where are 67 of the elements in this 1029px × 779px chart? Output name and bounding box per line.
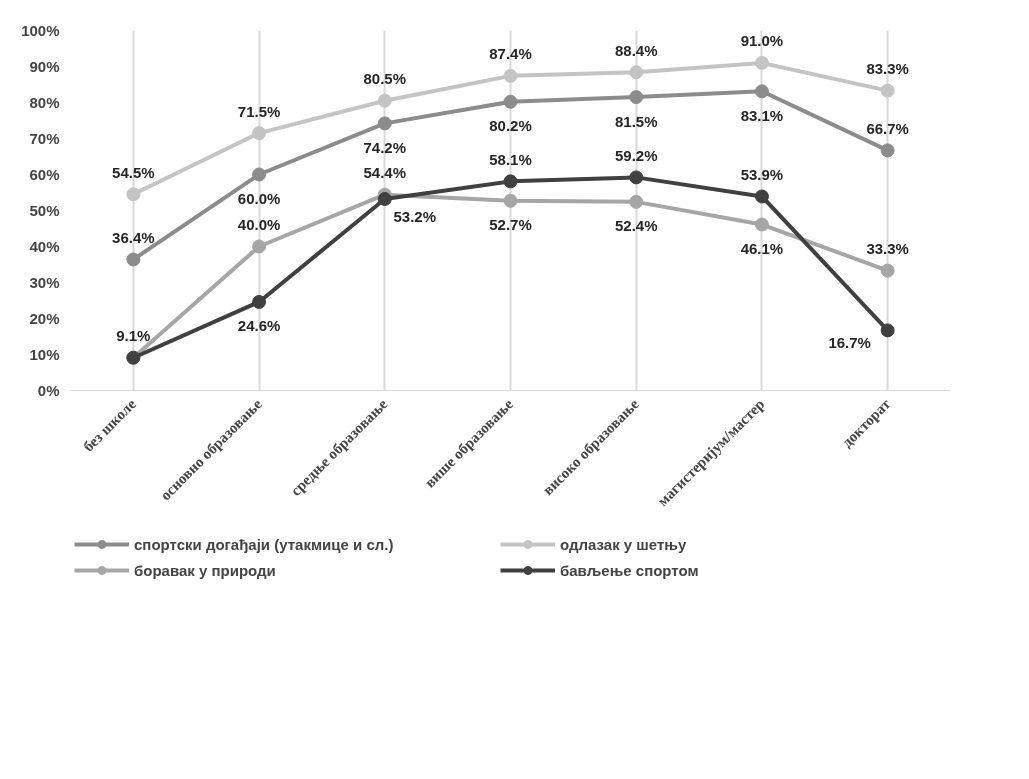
data-label: 58.1% [489, 150, 532, 168]
y-tick-label: 30% [29, 274, 60, 291]
data-label: 40.0% [237, 216, 281, 233]
data-label: 88.4% [614, 41, 658, 59]
data-label: 53.9% [740, 165, 784, 183]
point [754, 84, 769, 99]
y-tick-label: 90% [29, 58, 60, 75]
point [252, 294, 267, 309]
legend-label: бављење спортом [560, 561, 700, 579]
data-label: 81.5% [614, 112, 658, 130]
point [880, 83, 895, 98]
point [377, 191, 392, 206]
data-label: 71.5% [237, 102, 281, 120]
point [629, 65, 644, 80]
point [252, 239, 267, 254]
data-label: 46.1% [740, 240, 784, 258]
data-label: 9.1% [116, 327, 151, 345]
data-label: 16.7% [828, 333, 871, 351]
y-tick-label: 60% [29, 166, 60, 183]
data-label: 66.7% [866, 119, 909, 137]
point [503, 68, 518, 83]
point [126, 187, 141, 202]
point [252, 167, 267, 182]
data-label: 59.2% [614, 146, 658, 164]
data-label: 54.5% [112, 163, 155, 181]
data-label: 33.3% [866, 240, 909, 258]
point [252, 126, 267, 141]
point [629, 90, 644, 105]
data-label: 80.5% [363, 70, 407, 88]
y-tick-label: 70% [29, 130, 60, 147]
y-tick-label: 100% [21, 22, 60, 39]
data-label: 60.0% [237, 190, 281, 207]
point [629, 170, 644, 185]
data-label: 83.3% [866, 60, 909, 78]
point [754, 55, 769, 70]
point [503, 94, 518, 109]
data-label: 54.4% [363, 164, 407, 182]
y-tick-label: 0% [37, 382, 60, 399]
legend-label: боравак у природи [134, 561, 277, 579]
data-label: 74.2% [363, 138, 407, 156]
legend-label: спортски догађаји (утакмице и сл.) [134, 535, 395, 553]
point [377, 116, 392, 131]
data-label: 83.1% [740, 106, 784, 124]
point [503, 174, 518, 189]
point [880, 263, 895, 278]
data-label: 52.4% [614, 217, 658, 235]
point [754, 189, 769, 204]
data-label: 80.2% [489, 117, 532, 135]
data-label: 91.0% [740, 32, 784, 50]
data-label: 36.4% [112, 228, 155, 246]
data-label: 24.6% [237, 317, 281, 335]
point [880, 323, 895, 338]
point [880, 143, 895, 158]
point [503, 193, 518, 208]
y-tick-label: 10% [29, 346, 60, 363]
point [377, 93, 392, 108]
y-tick-label: 80% [29, 94, 60, 111]
legend-label: одлазак у шетњу [560, 535, 688, 553]
data-label: 53.2% [393, 208, 437, 226]
point [629, 194, 644, 209]
y-tick-label: 40% [29, 238, 60, 255]
data-label: 52.7% [489, 216, 532, 234]
point [754, 217, 769, 232]
y-tick-label: 50% [29, 202, 60, 219]
y-tick-label: 20% [29, 310, 60, 327]
point [126, 252, 141, 267]
data-label: 87.4% [489, 45, 532, 63]
